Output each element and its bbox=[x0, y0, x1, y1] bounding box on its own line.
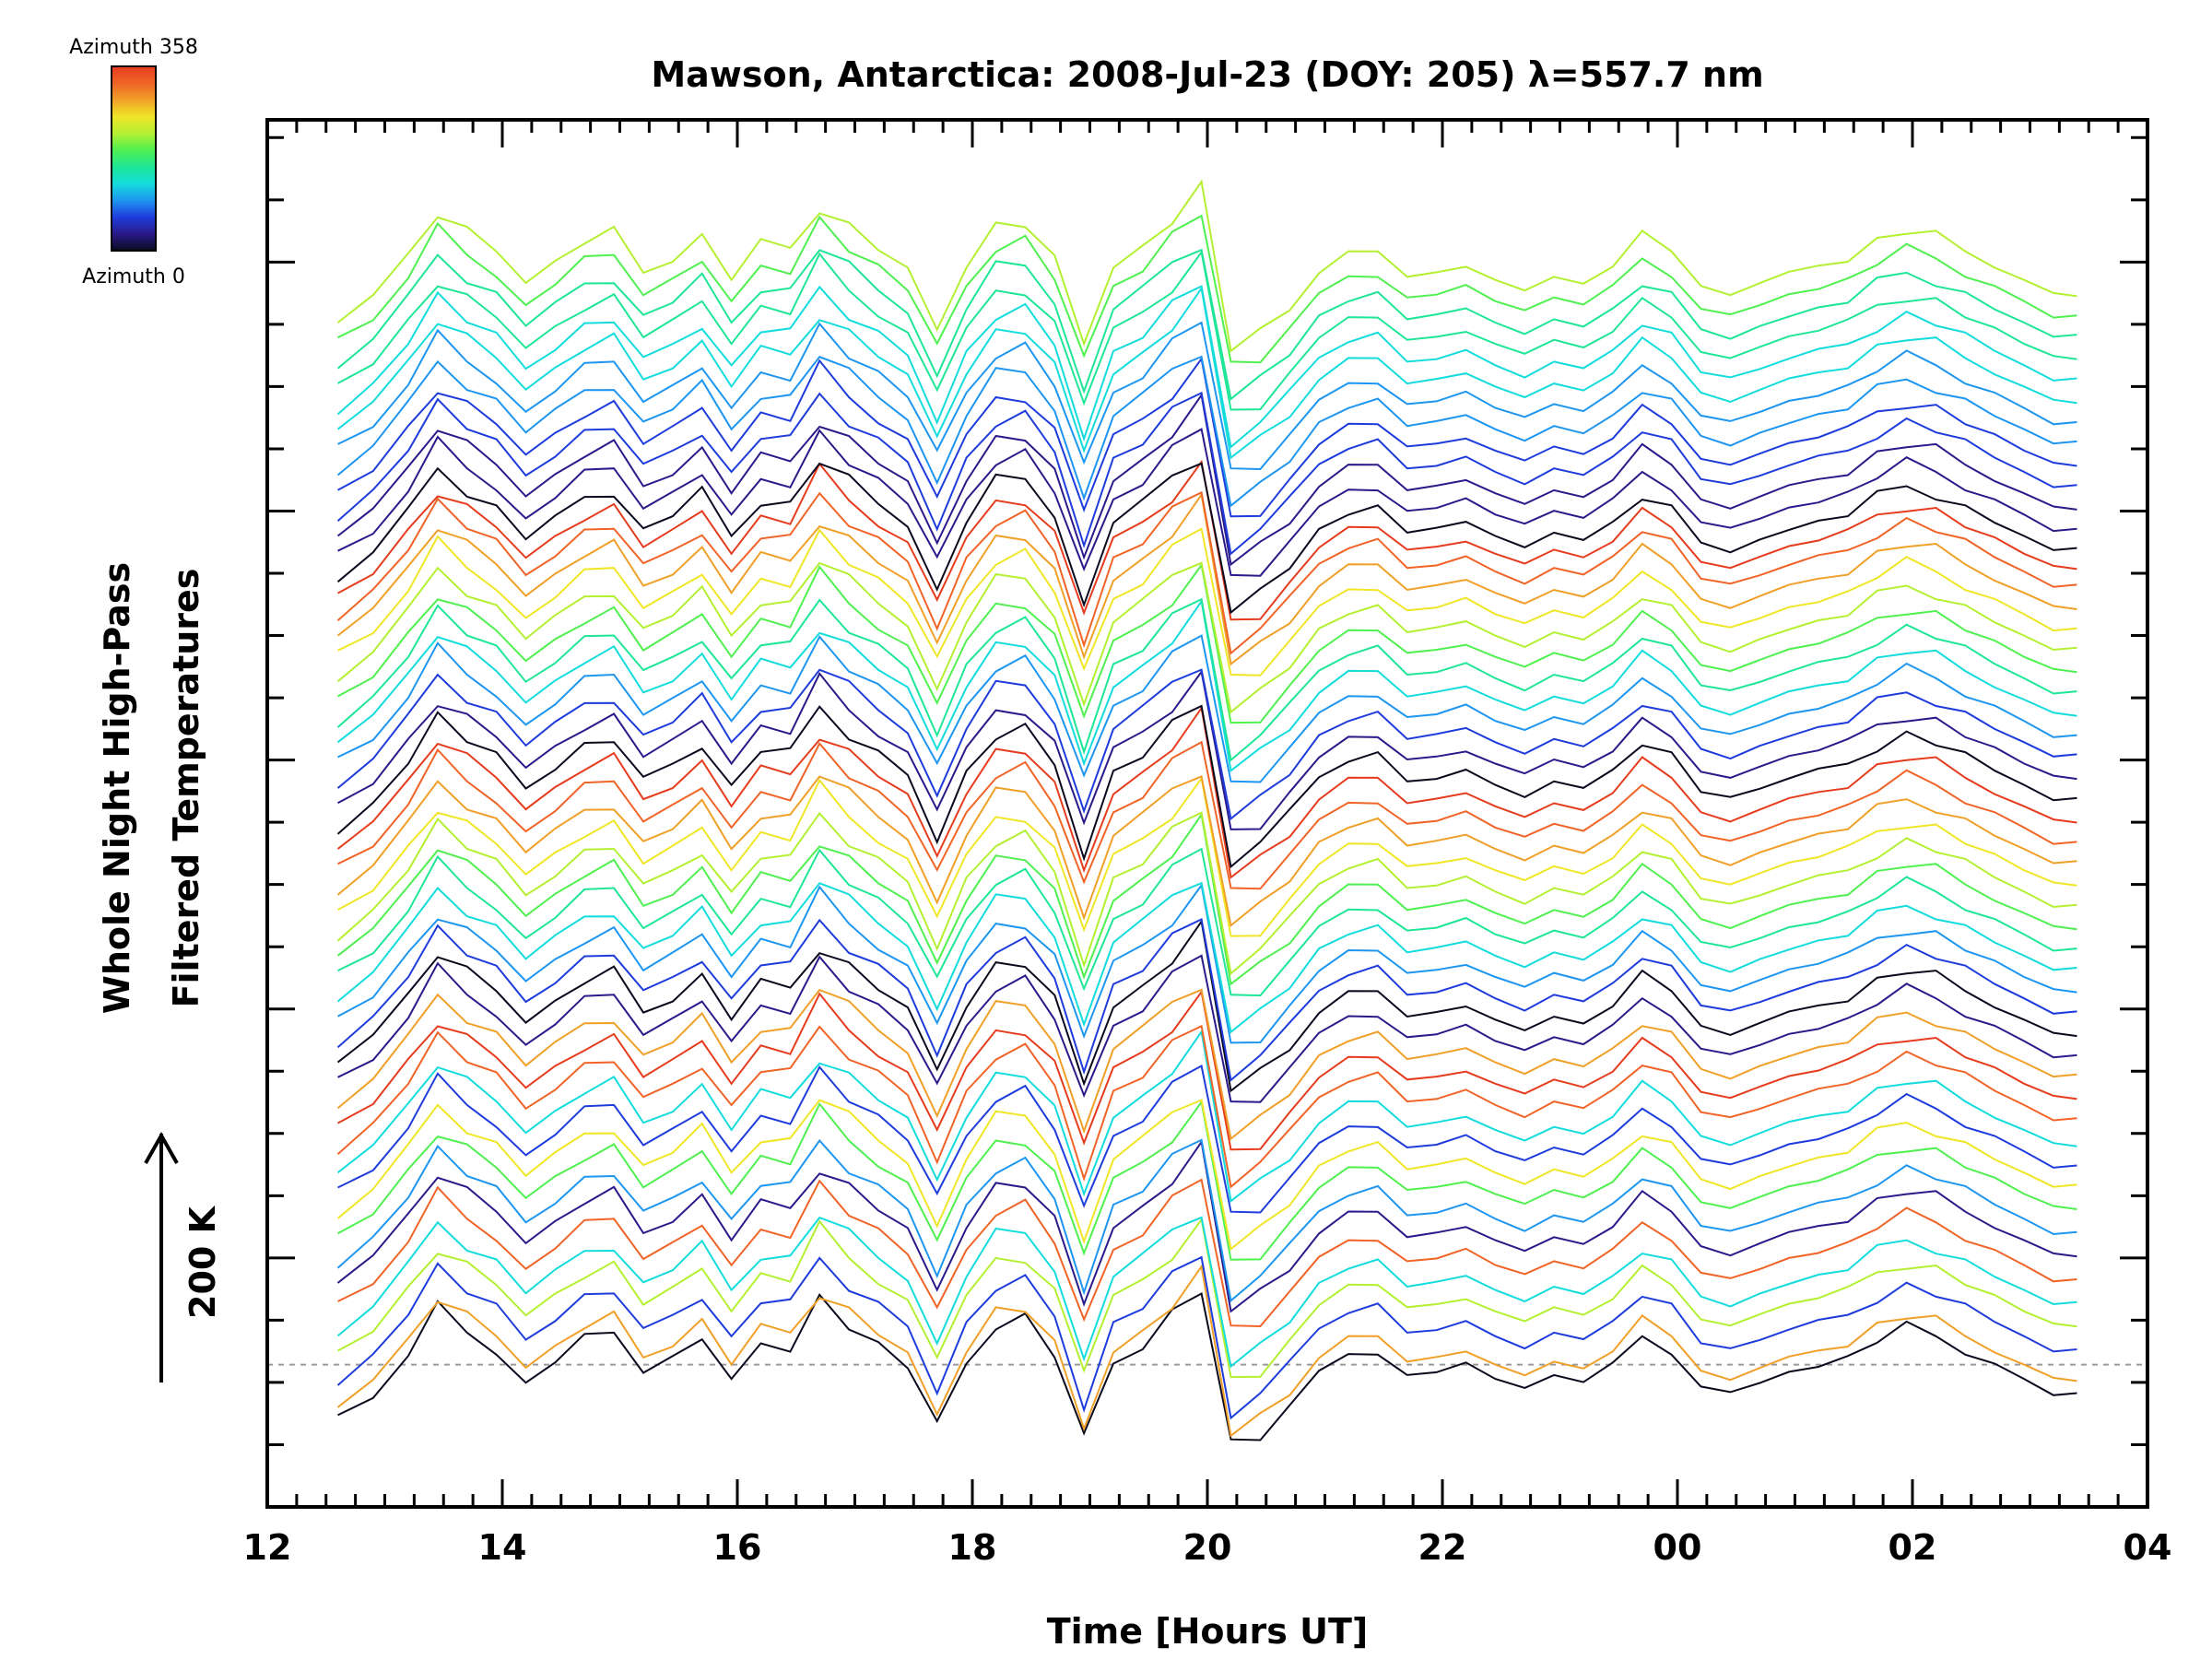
series-line-37 bbox=[336, 490, 2077, 655]
azimuth-colorbar: Azimuth 358 Azimuth 0 bbox=[69, 36, 198, 288]
series-line-12 bbox=[336, 1024, 2077, 1189]
series-line-35 bbox=[337, 527, 2077, 677]
scale-label: 200 K bbox=[182, 1205, 223, 1319]
series-line-42 bbox=[336, 391, 2077, 556]
series-line-49 bbox=[336, 248, 2077, 401]
series-line-20 bbox=[337, 847, 2077, 997]
series-line-46 bbox=[336, 286, 2077, 460]
x-tick-labels: 12 14 16 18 20 22 00 02 04 bbox=[243, 1527, 2172, 1568]
chart-title: Mawson, Antarctica: 2008-Jul-23 (DOY: 20… bbox=[651, 54, 1763, 95]
series-line-28 bbox=[337, 669, 2077, 830]
x-tick-label: 14 bbox=[478, 1527, 527, 1568]
series-line-11 bbox=[336, 1029, 2077, 1203]
x-tick-label: 18 bbox=[948, 1527, 997, 1568]
series-line-14 bbox=[336, 988, 2077, 1141]
series-line-2 bbox=[336, 1255, 2077, 1420]
x-tick-label: 12 bbox=[243, 1527, 292, 1568]
series-line-48 bbox=[337, 250, 2077, 411]
x-tick-label: 00 bbox=[1653, 1527, 1702, 1568]
series-line-9 bbox=[336, 1099, 2077, 1252]
series-layer bbox=[336, 179, 2077, 1441]
y-axis-title-line2: Filtered Temperatures bbox=[166, 569, 206, 1008]
series-line-3 bbox=[337, 1217, 2077, 1379]
series-line-51 bbox=[336, 179, 2077, 353]
series-line-17 bbox=[336, 918, 2077, 1082]
series-line-10 bbox=[337, 1064, 2077, 1214]
series-line-30 bbox=[337, 634, 2077, 783]
series-line-34 bbox=[336, 561, 2077, 714]
series-line-18 bbox=[337, 883, 2077, 1044]
series-line-43 bbox=[337, 356, 2077, 518]
series-line-16 bbox=[336, 919, 2077, 1093]
series-line-19 bbox=[336, 881, 2077, 1034]
series-line-6 bbox=[336, 1139, 2077, 1313]
series-line-36 bbox=[336, 492, 2077, 666]
series-line-23 bbox=[337, 776, 2077, 937]
series-line-21 bbox=[336, 812, 2077, 986]
series-line-26 bbox=[336, 705, 2077, 879]
colorbar-gradient bbox=[111, 65, 157, 252]
x-tick-label: 16 bbox=[713, 1527, 762, 1568]
colorbar-bottom-label: Azimuth 0 bbox=[82, 265, 185, 288]
x-tick-label: 20 bbox=[1183, 1527, 1232, 1568]
series-line-13 bbox=[337, 989, 2077, 1151]
series-line-4 bbox=[336, 1216, 2077, 1369]
series-line-27 bbox=[336, 704, 2077, 869]
series-line-44 bbox=[336, 355, 2077, 508]
series-line-1 bbox=[336, 1264, 2077, 1438]
series-line-22 bbox=[336, 811, 2077, 976]
series-line-15 bbox=[337, 954, 2077, 1103]
series-line-0 bbox=[337, 1291, 2077, 1441]
scale-indicator: 200 K bbox=[144, 1131, 223, 1382]
colorbar-top-label: Azimuth 358 bbox=[69, 36, 198, 59]
series-line-7 bbox=[336, 1138, 2077, 1303]
x-axis-title: Time [Hours UT] bbox=[1047, 1611, 1369, 1652]
series-line-32 bbox=[336, 597, 2077, 762]
plot-frame bbox=[265, 118, 2149, 1509]
series-line-33 bbox=[337, 562, 2077, 724]
series-line-47 bbox=[336, 285, 2077, 449]
y-axis-title-line1: Whole Night High-Pass bbox=[97, 562, 137, 1014]
series-line-45 bbox=[337, 321, 2077, 471]
tick-layer bbox=[265, 120, 2149, 1509]
series-line-40 bbox=[337, 428, 2077, 577]
series-line-31 bbox=[336, 598, 2077, 773]
series-line-29 bbox=[336, 668, 2077, 821]
series-line-25 bbox=[337, 740, 2077, 890]
x-tick-label: 04 bbox=[2124, 1527, 2172, 1568]
series-line-24 bbox=[336, 775, 2077, 927]
series-line-8 bbox=[337, 1100, 2077, 1261]
series-line-39 bbox=[336, 462, 2077, 615]
x-tick-label: 02 bbox=[1888, 1527, 1937, 1568]
scale-arrow-icon bbox=[144, 1131, 179, 1164]
series-line-50 bbox=[337, 214, 2077, 364]
x-tick-label: 22 bbox=[1418, 1527, 1467, 1568]
series-line-41 bbox=[336, 393, 2077, 567]
series-line-5 bbox=[337, 1178, 2077, 1328]
